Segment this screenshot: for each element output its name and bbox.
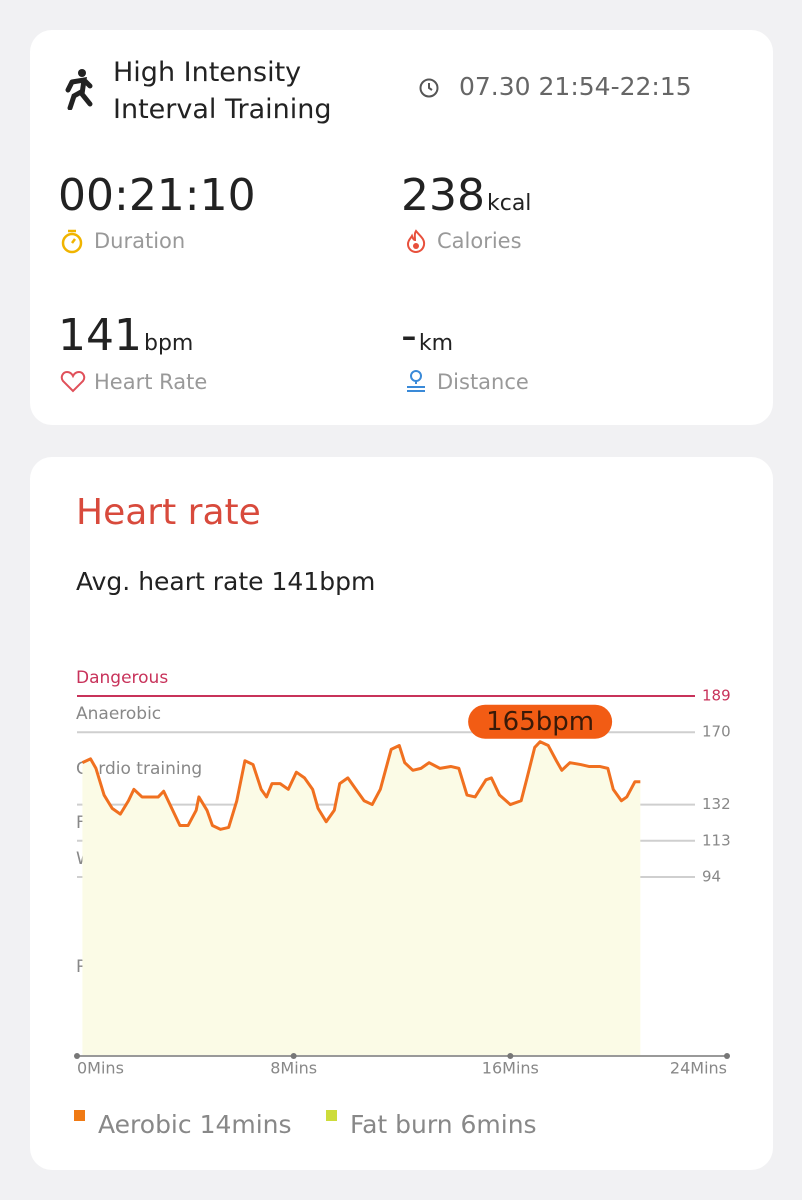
x-tick-label: 8Mins bbox=[270, 1059, 317, 1078]
zone-label: Anaerobic bbox=[76, 704, 161, 724]
stat-unit: kcal bbox=[486, 191, 532, 216]
stat-label: Distance bbox=[437, 370, 529, 394]
stat-label: Heart Rate bbox=[94, 370, 208, 394]
calories-icon bbox=[406, 229, 426, 254]
legend-label: Aerobic 14mins bbox=[98, 1110, 292, 1139]
stat-label: Calories bbox=[437, 229, 522, 253]
stat-value: 238 bbox=[401, 170, 485, 221]
workout-card: High Intensity Interval Training 07.30 2… bbox=[30, 30, 773, 425]
duration-icon bbox=[61, 229, 83, 254]
x-tick bbox=[290, 1053, 297, 1059]
stat: -km bbox=[401, 310, 453, 361]
y-tick-label: 170 bbox=[702, 723, 731, 741]
legend-swatch bbox=[74, 1110, 85, 1121]
zone-label: Dangerous bbox=[76, 668, 168, 688]
clock-icon bbox=[419, 78, 439, 98]
x-tick bbox=[74, 1053, 80, 1059]
legend-label: Fat burn 6mins bbox=[350, 1110, 537, 1139]
heart-icon bbox=[60, 370, 86, 393]
peak-label: 165bpm bbox=[486, 707, 594, 737]
x-tick-label: 16Mins bbox=[482, 1059, 539, 1078]
x-tick-label: 24Mins bbox=[670, 1059, 727, 1078]
average-text: Avg. heart rate 141bpm bbox=[76, 567, 375, 596]
stat: 141bpm bbox=[58, 310, 193, 361]
stat-value: 00:21:10 bbox=[58, 170, 256, 221]
stat: 00:21:10 bbox=[58, 170, 256, 221]
heart-rate-line bbox=[81, 740, 641, 831]
legend-swatch bbox=[326, 1110, 337, 1121]
y-tick-label: 94 bbox=[702, 867, 721, 885]
distance-icon bbox=[407, 370, 425, 392]
zone-label: Cardio training bbox=[76, 759, 202, 779]
section-heading: Heart rate bbox=[76, 492, 261, 533]
activity-icon bbox=[65, 69, 93, 110]
x-tick-label: 0Mins bbox=[77, 1059, 124, 1078]
x-tick bbox=[507, 1053, 514, 1059]
y-tick-label: 132 bbox=[702, 795, 731, 813]
workout-time: 07.30 21:54-22:15 bbox=[459, 72, 692, 101]
y-tick-label: 113 bbox=[702, 831, 731, 849]
stat-unit: bpm bbox=[143, 331, 194, 356]
workout-title: High Intensity Interval Training bbox=[113, 57, 332, 125]
stat-value: 141 bbox=[58, 310, 142, 361]
stat-label: Duration bbox=[94, 229, 186, 253]
area bbox=[82, 741, 641, 1056]
stat: 238kcal bbox=[401, 170, 531, 221]
x-tick bbox=[724, 1053, 730, 1059]
stat-unit: km bbox=[418, 331, 454, 356]
peak-tag bbox=[468, 704, 613, 739]
y-tick-label: 189 bbox=[702, 687, 731, 705]
stat-value: - bbox=[401, 310, 417, 361]
